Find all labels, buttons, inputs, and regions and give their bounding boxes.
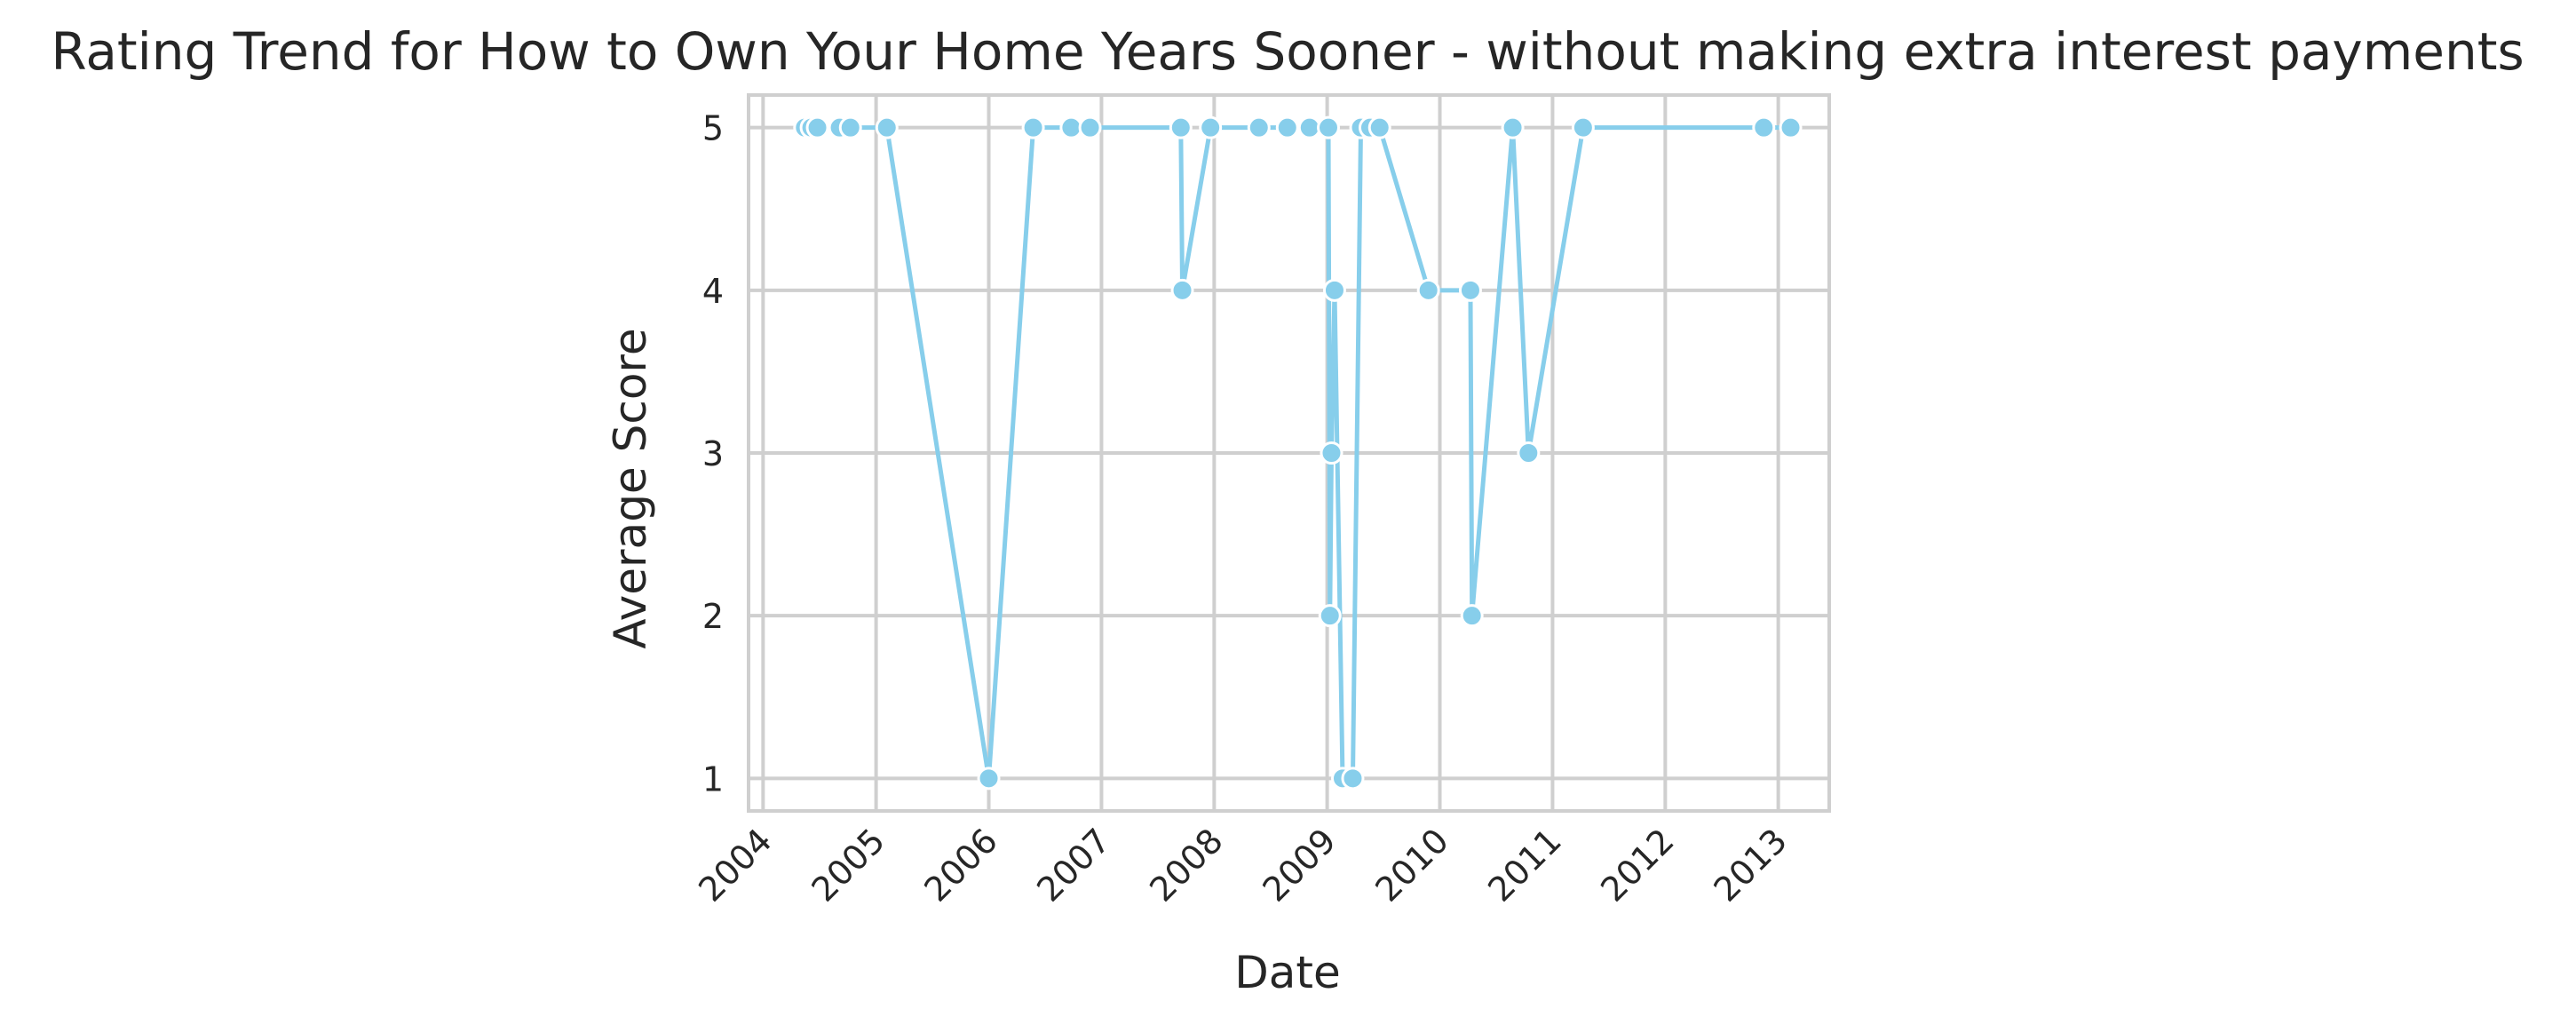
data-point-13 <box>1247 115 1271 139</box>
data-point-18 <box>1320 441 1343 465</box>
data-point-4 <box>838 115 862 139</box>
data-point-8 <box>1059 115 1083 139</box>
data-point-16 <box>1317 115 1341 139</box>
data-point-9 <box>1078 115 1102 139</box>
data-point-14 <box>1275 115 1299 139</box>
data-point-7 <box>1021 115 1045 139</box>
x-tick-label-2010: 2010 <box>1367 821 1456 910</box>
x-tick-label-2011: 2011 <box>1480 821 1569 910</box>
data-point-6 <box>977 767 1001 791</box>
x-axis-label: Date <box>1234 947 1341 998</box>
data-point-30 <box>1571 115 1595 139</box>
data-point-24 <box>1367 115 1391 139</box>
axes-layer <box>747 93 1831 813</box>
data-point-29 <box>1517 441 1541 465</box>
y-tick-label-4: 4 <box>702 272 724 311</box>
data-point-12 <box>1199 115 1223 139</box>
plot-frame <box>747 93 1831 813</box>
data-point-21 <box>1341 767 1365 791</box>
labels-layer: 1 2 3 4 5 2004 2005 2006 2007 2008 2009 2010 2011 201… <box>691 109 1795 910</box>
y-tick-label-3: 3 <box>702 434 724 473</box>
data-point-11 <box>1170 278 1194 302</box>
x-tick-label-2009: 2009 <box>1255 821 1343 910</box>
data-point-19 <box>1322 278 1346 302</box>
y-tick-label-1: 1 <box>702 759 724 799</box>
series-layer <box>793 115 1803 791</box>
y-tick-label-5: 5 <box>702 109 724 148</box>
x-tick-label-2005: 2005 <box>804 821 892 910</box>
x-tick-label-2004: 2004 <box>691 821 780 910</box>
data-point-15 <box>1297 115 1321 139</box>
chart-title: Rating Trend for How to Own Your Home Ye… <box>51 21 2524 82</box>
data-point-2 <box>805 115 829 139</box>
x-tick-label-2007: 2007 <box>1029 821 1118 910</box>
data-point-5 <box>875 115 899 139</box>
x-tick-label-2013: 2013 <box>1706 821 1795 910</box>
x-tick-label-2012: 2012 <box>1593 821 1682 910</box>
x-tick-label-2006: 2006 <box>916 821 1005 910</box>
y-axis-label: Average Score <box>605 328 656 648</box>
grid-layer <box>749 95 1829 811</box>
data-point-27 <box>1460 604 1484 628</box>
data-point-10 <box>1169 115 1193 139</box>
data-point-26 <box>1458 278 1482 302</box>
data-point-31 <box>1752 115 1776 139</box>
data-point-25 <box>1416 278 1440 302</box>
x-tick-label-2008: 2008 <box>1142 821 1231 910</box>
y-tick-label-2: 2 <box>702 597 724 636</box>
data-point-28 <box>1501 115 1525 139</box>
data-point-32 <box>1779 115 1803 139</box>
data-point-17 <box>1318 604 1342 628</box>
